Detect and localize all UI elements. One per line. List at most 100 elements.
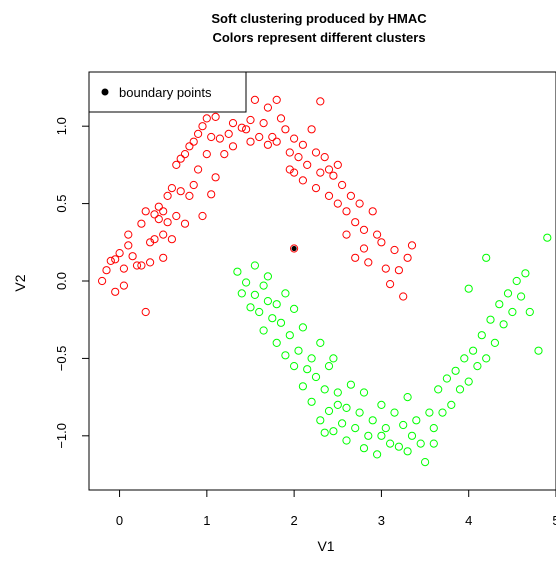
green-point-78 — [508, 307, 517, 317]
red-point-37 — [189, 180, 198, 190]
red-point-79 — [311, 148, 321, 157]
red-point-73 — [290, 168, 299, 177]
green-point-47 — [377, 431, 386, 440]
red-point-64 — [263, 140, 272, 149]
green-point-75 — [495, 300, 504, 309]
green-point-3 — [246, 303, 255, 312]
green-point-89 — [482, 253, 491, 262]
red-point-6 — [119, 264, 129, 273]
x-tick-label-4: 4 — [465, 513, 472, 528]
green-point-88 — [464, 284, 473, 293]
green-point-36 — [342, 436, 351, 445]
red-point-59 — [246, 137, 255, 146]
y-tick-label-4: 1.0 — [54, 117, 69, 135]
green-point-11 — [268, 314, 277, 323]
green-point-30 — [324, 406, 334, 416]
red-point-46 — [207, 190, 216, 199]
red-point-22 — [159, 207, 168, 216]
red-point-7 — [119, 281, 129, 290]
green-point-63 — [442, 374, 451, 383]
x-tick-label-3: 3 — [378, 513, 385, 528]
green-point-76 — [499, 320, 508, 329]
green-point-85 — [320, 428, 329, 437]
green-point-13 — [272, 300, 281, 309]
red-point-61 — [255, 132, 264, 142]
green-point-80 — [517, 292, 526, 301]
red-point-47 — [211, 173, 220, 182]
red-point-101 — [377, 238, 386, 247]
green-point-9 — [263, 297, 272, 306]
red-point-108 — [407, 241, 417, 250]
green-point-57 — [416, 439, 425, 448]
boundary-points-series — [290, 244, 299, 253]
green-point-72 — [482, 354, 491, 363]
green-point-17 — [285, 331, 294, 340]
red-point-80 — [311, 184, 321, 193]
red-point-21 — [154, 215, 163, 224]
red-point-10 — [128, 252, 137, 261]
y-tick-label-1: −0.5 — [54, 346, 69, 372]
red-point-12 — [137, 261, 146, 270]
red-point-18 — [150, 235, 159, 244]
green-point-40 — [355, 408, 364, 417]
red-point-102 — [381, 264, 390, 273]
red-point-106 — [399, 292, 408, 301]
y-tick-label-3: 0.5 — [54, 195, 69, 213]
red-point-48 — [211, 112, 220, 122]
red-point-78 — [307, 125, 316, 134]
green-point-53 — [403, 447, 412, 456]
red-point-88 — [333, 160, 342, 169]
red-point-15 — [141, 307, 150, 317]
red-point-89 — [338, 180, 347, 190]
y-tick-label-2: 0.0 — [54, 272, 69, 290]
red-point-42 — [198, 122, 207, 131]
red-point-29 — [172, 211, 181, 221]
red-point-50 — [220, 150, 229, 159]
green-point-33 — [333, 388, 342, 397]
green-point-10 — [263, 272, 272, 281]
green-point-77 — [503, 289, 513, 298]
red-point-65 — [268, 132, 277, 142]
plot-frame — [88, 71, 556, 491]
green-point-79 — [512, 276, 521, 286]
red-point-52 — [224, 129, 233, 138]
green-point-66 — [455, 385, 465, 394]
green-point-15 — [281, 351, 290, 360]
green-point-54 — [403, 393, 412, 402]
y-axis-label: V2 — [12, 274, 28, 291]
green-point-22 — [298, 323, 307, 332]
green-point-50 — [390, 408, 399, 417]
red-point-28 — [167, 184, 176, 193]
green-point-60 — [429, 424, 438, 433]
red-point-83 — [320, 153, 329, 162]
red-point-9 — [124, 230, 133, 239]
green-point-55 — [407, 431, 417, 440]
y-tick-label-0: −1.0 — [54, 423, 69, 449]
green-point-28 — [316, 416, 325, 425]
green-point-42 — [359, 388, 369, 397]
red-point-99 — [368, 207, 377, 216]
red-point-38 — [189, 137, 198, 146]
red-point-84 — [324, 165, 334, 174]
legend-marker-boundary — [101, 88, 109, 96]
green-point-31 — [324, 362, 334, 371]
red-point-8 — [124, 241, 133, 250]
green-point-58 — [421, 458, 430, 467]
red-point-103 — [386, 280, 395, 289]
green-point-56 — [412, 416, 421, 425]
red-point-24 — [159, 253, 168, 262]
red-point-25 — [163, 191, 172, 200]
green-point-32 — [329, 427, 338, 436]
red-point-70 — [285, 148, 294, 157]
green-point-61 — [434, 385, 443, 394]
green-point-59 — [425, 408, 434, 417]
green-point-64 — [447, 400, 456, 409]
green-point-25 — [307, 354, 316, 363]
red-point-67 — [272, 137, 281, 146]
green-point-68 — [464, 377, 473, 386]
red-point-20 — [154, 202, 163, 211]
x-tick-label-5: 5 — [552, 513, 556, 528]
green-point-84 — [543, 233, 552, 242]
red-point-93 — [351, 218, 360, 227]
green-point-2 — [242, 278, 251, 287]
